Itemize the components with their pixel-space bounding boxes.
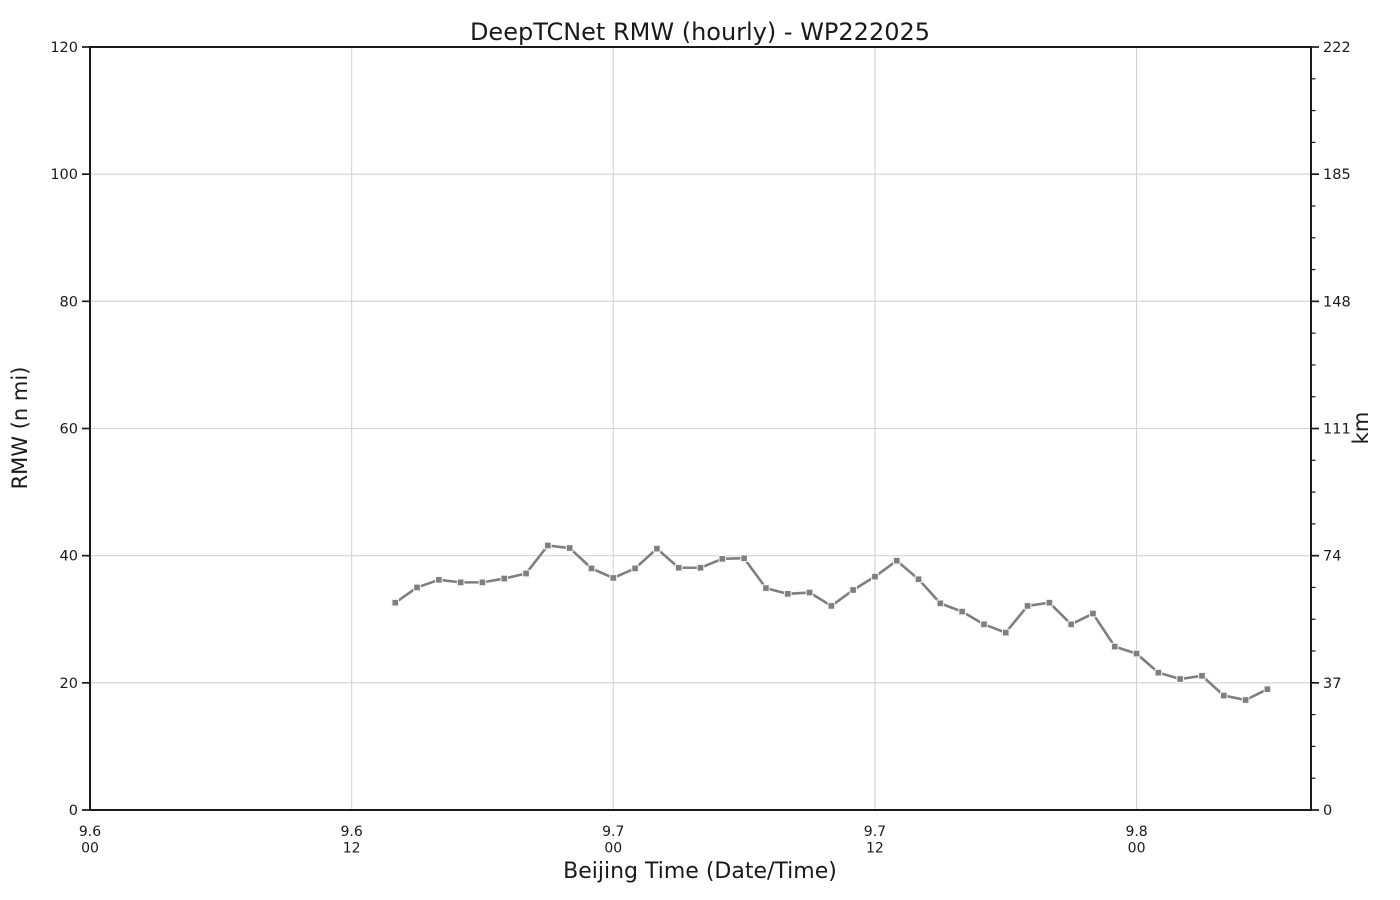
data-point-marker [740, 554, 748, 563]
left-tick-label: 120 [50, 40, 78, 56]
data-point-marker [1176, 675, 1184, 683]
data-point-marker [1241, 696, 1250, 704]
right-tick-label: 111 [1323, 422, 1351, 438]
data-point-marker [456, 578, 465, 587]
data-point-marker [1023, 602, 1032, 610]
data-point-marker [631, 564, 639, 573]
left-tick-label: 20 [60, 676, 78, 692]
data-point-marker [827, 602, 836, 610]
data-point-marker [718, 555, 727, 563]
data-point-marker [1198, 672, 1206, 680]
data-point-marker [478, 578, 487, 587]
right-tick-label: 222 [1323, 40, 1351, 56]
data-point-marker [609, 574, 618, 582]
data-series-rmw [391, 541, 1272, 704]
data-point-marker [849, 586, 857, 594]
right-tick-label: 148 [1323, 294, 1351, 310]
gridlines [90, 47, 1311, 810]
data-point-marker [1045, 598, 1054, 607]
data-point-marker [936, 599, 945, 608]
data-point-marker [805, 588, 814, 597]
right-tick-label: 0 [1323, 803, 1332, 819]
right-tick-label: 37 [1323, 676, 1341, 692]
right-tick-label: 185 [1323, 167, 1351, 183]
data-point-marker [1219, 691, 1228, 700]
left-tick-label: 0 [69, 803, 78, 819]
data-point-marker [391, 598, 400, 607]
y-axis-label-left: RMW (n mi) [8, 367, 32, 490]
data-point-marker [696, 563, 705, 572]
data-point-marker [674, 563, 683, 572]
x-axis-label: Beijing Time (Date/Time) [563, 859, 837, 884]
axes-and-ticks: 0 20 40 60 80 100 120 0 37 74 111 148 185 222 9.6 00 9.6… [50, 40, 1350, 857]
data-point-marker [892, 556, 901, 565]
data-point-marker [783, 590, 792, 598]
y-axis-label-right: km [1349, 412, 1373, 445]
data-point-marker [565, 544, 574, 552]
data-point-marker [1132, 649, 1141, 658]
data-point-marker [587, 564, 596, 573]
data-point-marker [958, 607, 966, 616]
data-point-marker [871, 572, 879, 581]
x-tick-label: 9.7 00 [602, 824, 624, 857]
data-point-marker [980, 620, 988, 629]
data-point-marker [1263, 685, 1272, 693]
left-tick-label: 80 [60, 294, 78, 310]
data-point-marker [1089, 609, 1097, 618]
data-point-marker [544, 541, 552, 550]
data-point-marker [500, 574, 509, 583]
x-tick-label: 9.7 12 [864, 824, 886, 857]
data-point-marker [762, 584, 770, 592]
x-tick-label: 9.8 00 [1125, 824, 1147, 857]
data-point-marker [1110, 642, 1119, 651]
chart-title: DeepTCNet RMW (hourly) - WP222025 [470, 18, 930, 46]
data-point-marker [1154, 668, 1163, 677]
left-tick-label: 40 [60, 549, 78, 565]
data-point-marker [413, 583, 421, 592]
left-tick-label: 100 [50, 167, 78, 183]
left-tick-label: 60 [60, 422, 78, 438]
x-tick-label: 9.6 12 [341, 824, 363, 857]
data-point-marker [1067, 620, 1075, 629]
right-tick-label: 74 [1323, 549, 1341, 565]
data-point-marker [522, 569, 530, 578]
data-point-marker [914, 575, 923, 583]
data-point-marker [435, 576, 443, 584]
x-tick-label: 9.6 00 [79, 824, 101, 857]
data-point-marker [1001, 628, 1010, 637]
data-point-marker [653, 544, 661, 553]
